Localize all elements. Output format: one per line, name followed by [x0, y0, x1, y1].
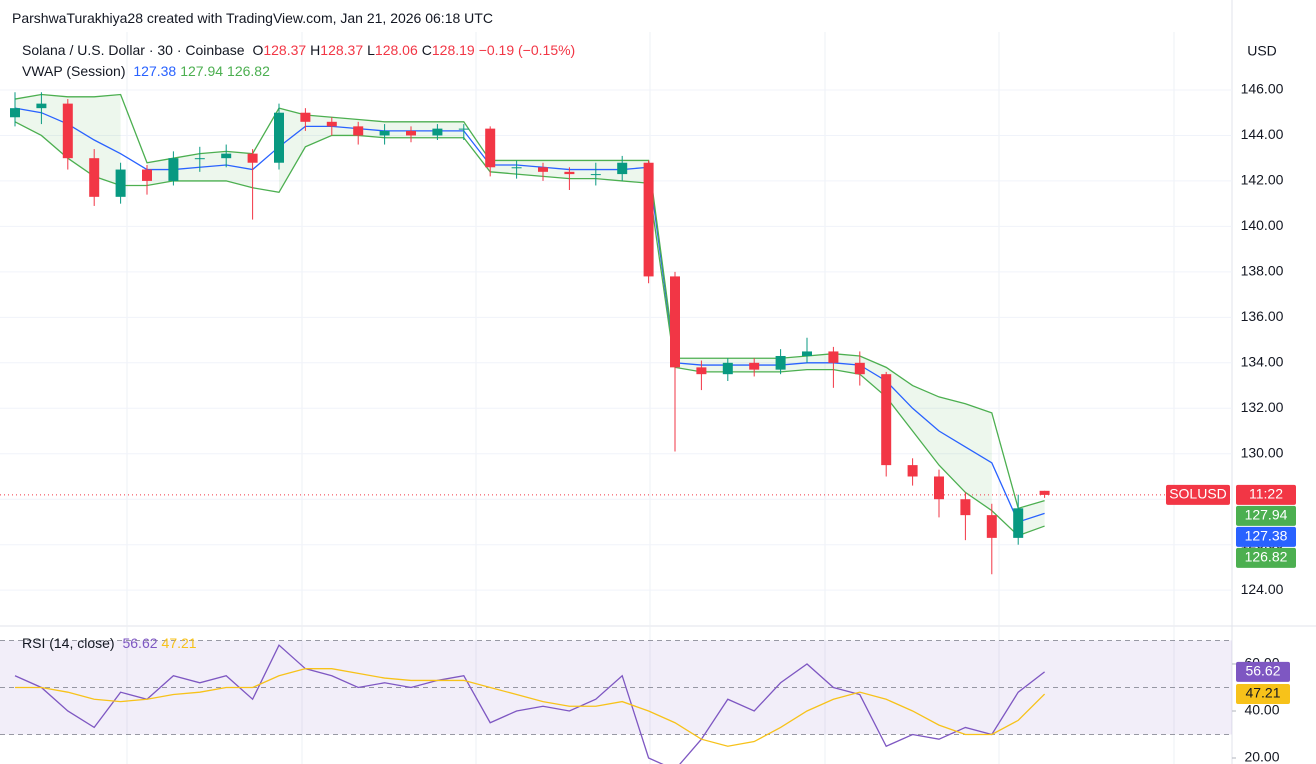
- symbol-tag-bg: [1166, 484, 1230, 505]
- candle-body: [590, 174, 601, 176]
- value-tag: 127.38: [1245, 528, 1288, 544]
- candle-body: [274, 112, 284, 163]
- candle-body: [89, 158, 100, 197]
- y-tick-label: 144.00: [1241, 126, 1284, 142]
- candle-body: [722, 362, 733, 375]
- candle-body: [934, 476, 944, 500]
- series-line: [14, 93, 1045, 510]
- candle-body: [36, 103, 47, 109]
- y-tick-label: 142.00: [1241, 172, 1284, 188]
- candle-body: [62, 103, 73, 159]
- value-tag: 56.62: [1245, 663, 1280, 679]
- candle-body: [986, 515, 997, 538]
- candle-body: [458, 128, 469, 130]
- ohlc-value: 128.37: [263, 42, 307, 58]
- ohlc-label: O: [252, 42, 264, 58]
- vwap-legend: VWAP (Session) 127.38 127.94 126.82: [22, 63, 274, 79]
- rsi-legend: RSI (14, close) 56.62 47.21: [22, 635, 201, 651]
- candle-body: [1039, 490, 1050, 495]
- price-legend: Solana / U.S. Dollar · 30 · Coinbase O12…: [22, 42, 579, 58]
- y-tick-label: 124.00: [1241, 581, 1284, 597]
- candle-body: [247, 153, 258, 163]
- symbol-tag: SOLUSD: [1169, 486, 1227, 502]
- y-tick-label: 130.00: [1241, 444, 1284, 460]
- candle-body: [406, 130, 416, 136]
- candle-body: [10, 108, 20, 118]
- candle-body: [749, 362, 760, 370]
- series-line: [14, 107, 1045, 523]
- candle-body: [775, 355, 786, 370]
- indicator-name: VWAP (Session): [22, 63, 126, 79]
- y-tick-label: 132.00: [1241, 399, 1284, 415]
- candle-body: [1013, 508, 1024, 538]
- series-line: [14, 121, 1045, 537]
- candle-body: [485, 128, 496, 168]
- candle-body: [696, 367, 707, 375]
- y-tick-label: 140.00: [1241, 217, 1284, 233]
- candle-body: [643, 162, 654, 277]
- y-tick-label: 136.00: [1241, 308, 1284, 324]
- y-tick-label: 134.00: [1241, 354, 1284, 370]
- candle-body: [617, 162, 628, 175]
- candle-body: [564, 171, 575, 175]
- indicator-value: 47.21: [161, 635, 197, 651]
- candle-body: [802, 351, 812, 356]
- y-tick-label: 40.00: [1244, 702, 1279, 718]
- candle-body: [881, 374, 892, 466]
- vwap-band-fill: [279, 108, 464, 193]
- value-tag: 47.21: [1245, 685, 1280, 701]
- candle-body: [326, 121, 337, 127]
- candle-body: [907, 465, 918, 477]
- candle-body: [511, 167, 522, 169]
- candle-body: [221, 153, 232, 159]
- ohlc-value: 128.06: [374, 42, 418, 58]
- candle-body: [828, 351, 839, 363]
- indicator-value: 126.82: [227, 63, 270, 79]
- series-line: [15, 668, 1046, 747]
- value-tag-bg: [1236, 661, 1290, 682]
- ohlc-value: 128.19: [431, 42, 475, 58]
- value-tag: 127.94: [1245, 507, 1288, 523]
- indicator-name: RSI (14, close): [22, 635, 115, 651]
- candle-body: [300, 112, 311, 122]
- value-tag-bg: [1236, 505, 1296, 526]
- vwap-band-fill: [675, 353, 992, 511]
- candle-body: [168, 158, 179, 181]
- candle-body: [538, 167, 548, 172]
- series-line: [14, 644, 1045, 764]
- candle-body: [142, 169, 152, 181]
- y-tick-label: 138.00: [1241, 263, 1284, 279]
- candle-body: [854, 362, 865, 375]
- candle-body: [670, 276, 680, 368]
- value-tag-bg: [1236, 684, 1290, 705]
- attribution: ParshwaTurakhiya28 created with TradingV…: [12, 10, 493, 26]
- candle-body: [115, 169, 126, 197]
- value-tag-bg: [1236, 526, 1296, 547]
- ohlc-label: L: [367, 42, 375, 58]
- value-tag-bg: [1236, 547, 1296, 568]
- change: −0.19 (−0.15%): [478, 42, 576, 58]
- ohlc-value: 128.37: [320, 42, 364, 58]
- candle-body: [194, 158, 205, 160]
- countdown-bg: [1236, 484, 1296, 505]
- ohlc-label: C: [421, 42, 432, 58]
- countdown: 11:22: [1249, 486, 1283, 502]
- indicator-value: 127.94: [180, 63, 224, 79]
- ohlc-label: H: [310, 42, 321, 58]
- currency-label: USD: [1247, 43, 1277, 59]
- value-tag: 126.82: [1245, 549, 1288, 565]
- indicator-value: 56.62: [122, 635, 158, 651]
- candle-body: [379, 130, 390, 136]
- indicator-value: 127.38: [133, 63, 177, 79]
- symbol-title: Solana / U.S. Dollar · 30 · Coinbase: [22, 42, 245, 58]
- candle-body: [432, 128, 443, 136]
- candle-body: [960, 499, 971, 516]
- candle-body: [353, 126, 364, 136]
- y-tick-label: 146.00: [1241, 81, 1284, 97]
- y-tick-label: 20.00: [1244, 749, 1279, 764]
